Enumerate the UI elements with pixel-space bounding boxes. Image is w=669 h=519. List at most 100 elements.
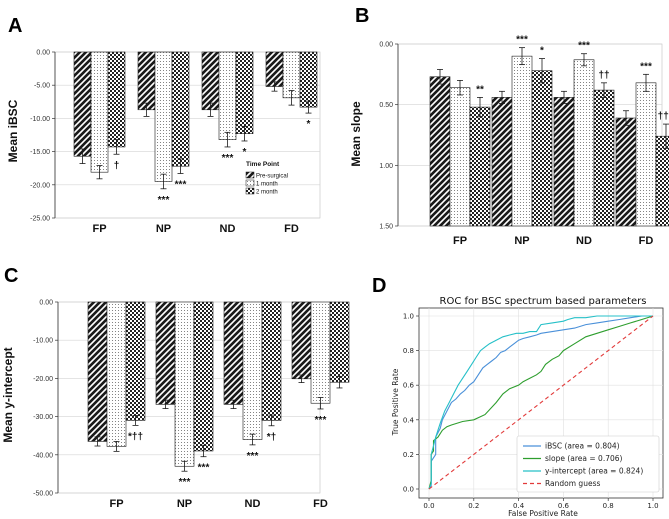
- roc-xtick-label: 0.8: [603, 502, 614, 510]
- panel-c-bar-fp-pre: [87, 301, 108, 442]
- panel-c-plot: 0.00 -10.00 -20.00 -30.00 -40.00 -50.00 FP NP ND…: [33, 300, 350, 510]
- panel-a-significance-mark: *: [307, 119, 311, 130]
- panel-a-ytick-label: -10.00: [30, 116, 50, 123]
- panel-a-xtick-nd: ND: [220, 223, 236, 235]
- panel-b-ytick-label: 0.00: [379, 42, 393, 49]
- panel-b-ytick-label: 1.50: [379, 224, 393, 231]
- roc-xtick-label: 0.4: [513, 502, 525, 510]
- legend-title: Time Point: [246, 161, 280, 168]
- panel-b-bar-nd-m2: [593, 89, 615, 227]
- panel-a-bar-np-pre: [137, 51, 156, 111]
- panel-b-bar-fp-m2: [469, 106, 491, 227]
- panel-c: C Mean y-intercept 0.00 -10.00 -20.00 -30.0…: [1, 265, 350, 510]
- panel-b-ytick-label: 0.50: [379, 102, 393, 109]
- legend-label-m2: 2 month: [256, 190, 278, 196]
- panel-c-bar-nd-pre: [223, 301, 244, 405]
- panel-a: A Mean iBSC 0.00 -5.00 -10.00 -15.00 -20.00 -…: [6, 15, 321, 235]
- roc-legend-label: slope (area = 0.706): [545, 454, 623, 463]
- panel-c-xtick-np: NP: [177, 498, 192, 510]
- panel-b-xtick-fp: FP: [453, 235, 467, 247]
- panel-c-significance-mark: ***: [247, 451, 259, 462]
- panel-b-significance-mark: ††: [598, 70, 609, 81]
- panel-a-ytick-label: -25.00: [30, 216, 50, 223]
- panel-a-bar-fd-m2: [299, 51, 318, 108]
- panel-b-significance-mark: ***: [578, 41, 590, 52]
- panel-b-significance-mark: **: [476, 84, 484, 95]
- panel-c-bar-fd-m1: [310, 301, 331, 404]
- roc-ytick-label: 0.0: [403, 486, 414, 494]
- panel-b-xtick-nd: ND: [576, 235, 592, 247]
- panel-c-ytick-label: 0.00: [39, 300, 53, 307]
- panel-b-ylabel: Mean slope: [349, 101, 363, 167]
- panel-a-significance-mark: ***: [158, 195, 170, 206]
- panel-c-bar-fp-m2: [125, 301, 146, 421]
- panel-a-bar-nd-m1: [218, 51, 237, 140]
- roc-random-guess: [428, 315, 654, 490]
- panel-d: D ROC for BSC spectrum based parameters …: [372, 275, 664, 518]
- panel-a-xtick-np: NP: [156, 223, 171, 235]
- panel-a-ytick-label: 0.00: [36, 50, 50, 57]
- roc-title: ROC for BSC spectrum based parameters: [440, 296, 647, 307]
- roc-xtick-label: 1.0: [647, 502, 658, 510]
- panel-c-ytick-label: -30.00: [33, 414, 53, 421]
- panel-c-significance-mark: ***: [315, 415, 327, 426]
- panel-c-xtick-fp: FP: [109, 498, 123, 510]
- panel-label-d: D: [372, 275, 386, 297]
- panel-a-ytick-label: -5.00: [34, 83, 50, 90]
- panel-a-xtick-fd: FD: [284, 223, 299, 235]
- legend-swatch-pre: [245, 171, 255, 179]
- panel-a-bar-fp-m2: [107, 51, 126, 148]
- panel-a-bar-nd-pre: [201, 51, 220, 111]
- panel-a-significance-mark: ***: [222, 153, 234, 164]
- roc-xtick-label: 0.6: [558, 502, 570, 510]
- roc-legend-label: y-intercept (area = 0.824): [545, 467, 643, 476]
- panel-b-significance-mark: ***: [640, 61, 652, 72]
- panel-a-ytick-label: -20.00: [30, 182, 50, 189]
- panel-a-significance-mark: *: [243, 147, 247, 158]
- panel-a-ytick-label: -15.00: [30, 149, 50, 156]
- roc-legend-label: Random guess: [545, 479, 600, 488]
- panel-c-significance-mark: *†: [267, 432, 276, 443]
- legend-swatch-m1: [245, 179, 255, 187]
- panel-b-significance-mark: *: [540, 46, 544, 57]
- panel-a-bar-np-m2: [171, 51, 190, 167]
- panel-a-plot: 0.00 -5.00 -10.00 -15.00 -20.00 -25.00 FP NP ND F…: [30, 50, 321, 235]
- panel-c-xtick-fd: FD: [313, 498, 328, 510]
- panel-b-ytick-label: 1.00: [379, 163, 393, 170]
- panel-b-bar-np-m2: [531, 70, 553, 227]
- panel-d-plot: 0.0 0.2 0.4 0.6 0.8 1.0 0.0 0.2 0.4 0.6 0.8 1.0 iBSC…: [403, 307, 664, 510]
- panel-c-xtick-nd: ND: [245, 498, 261, 510]
- panel-b-bar-fd-m1: [635, 82, 657, 227]
- roc-curve-y-intercept: [428, 315, 653, 490]
- legend-label-pre: Pre-surgical: [256, 174, 288, 180]
- legend-label-m1: 1 month: [256, 182, 278, 188]
- panel-b-bar-np-m1: [511, 55, 533, 227]
- panel-a-xtick-fp: FP: [92, 223, 106, 235]
- panel-b-bar-fp-pre: [429, 76, 451, 227]
- roc-curve-slope: [428, 315, 654, 490]
- panel-b-bar-np-pre: [491, 97, 513, 227]
- roc-ytick-label: 1.0: [403, 313, 414, 321]
- roc-ylabel: True Positive Rate: [391, 368, 400, 436]
- roc-xtick-label: 0.0: [423, 502, 434, 510]
- panel-c-bar-nd-m2: [261, 301, 282, 421]
- panel-a-bar-fp-pre: [73, 51, 92, 157]
- panel-a-bar-fp-m1: [90, 51, 109, 173]
- panel-b-bar-nd-pre: [553, 97, 575, 227]
- panel-c-bar-fp-m1: [106, 301, 127, 447]
- panel-c-significance-mark: *††: [128, 431, 143, 442]
- panel-c-ylabel: Mean y-intercept: [1, 347, 15, 442]
- roc-xtick-label: 0.2: [468, 502, 479, 510]
- roc-ytick-label: 0.8: [403, 347, 414, 355]
- panel-c-ytick-label: -20.00: [33, 376, 53, 383]
- panel-a-bar-np-m1: [154, 51, 173, 182]
- panel-b-bar-fp-m1: [449, 87, 471, 227]
- roc-legend-box: [516, 435, 660, 493]
- panel-c-ytick-label: -50.00: [33, 491, 53, 498]
- panel-label-c: C: [4, 265, 18, 287]
- panel-b-significance-mark: †††: [658, 111, 669, 122]
- panel-b-bar-nd-m1: [573, 59, 595, 227]
